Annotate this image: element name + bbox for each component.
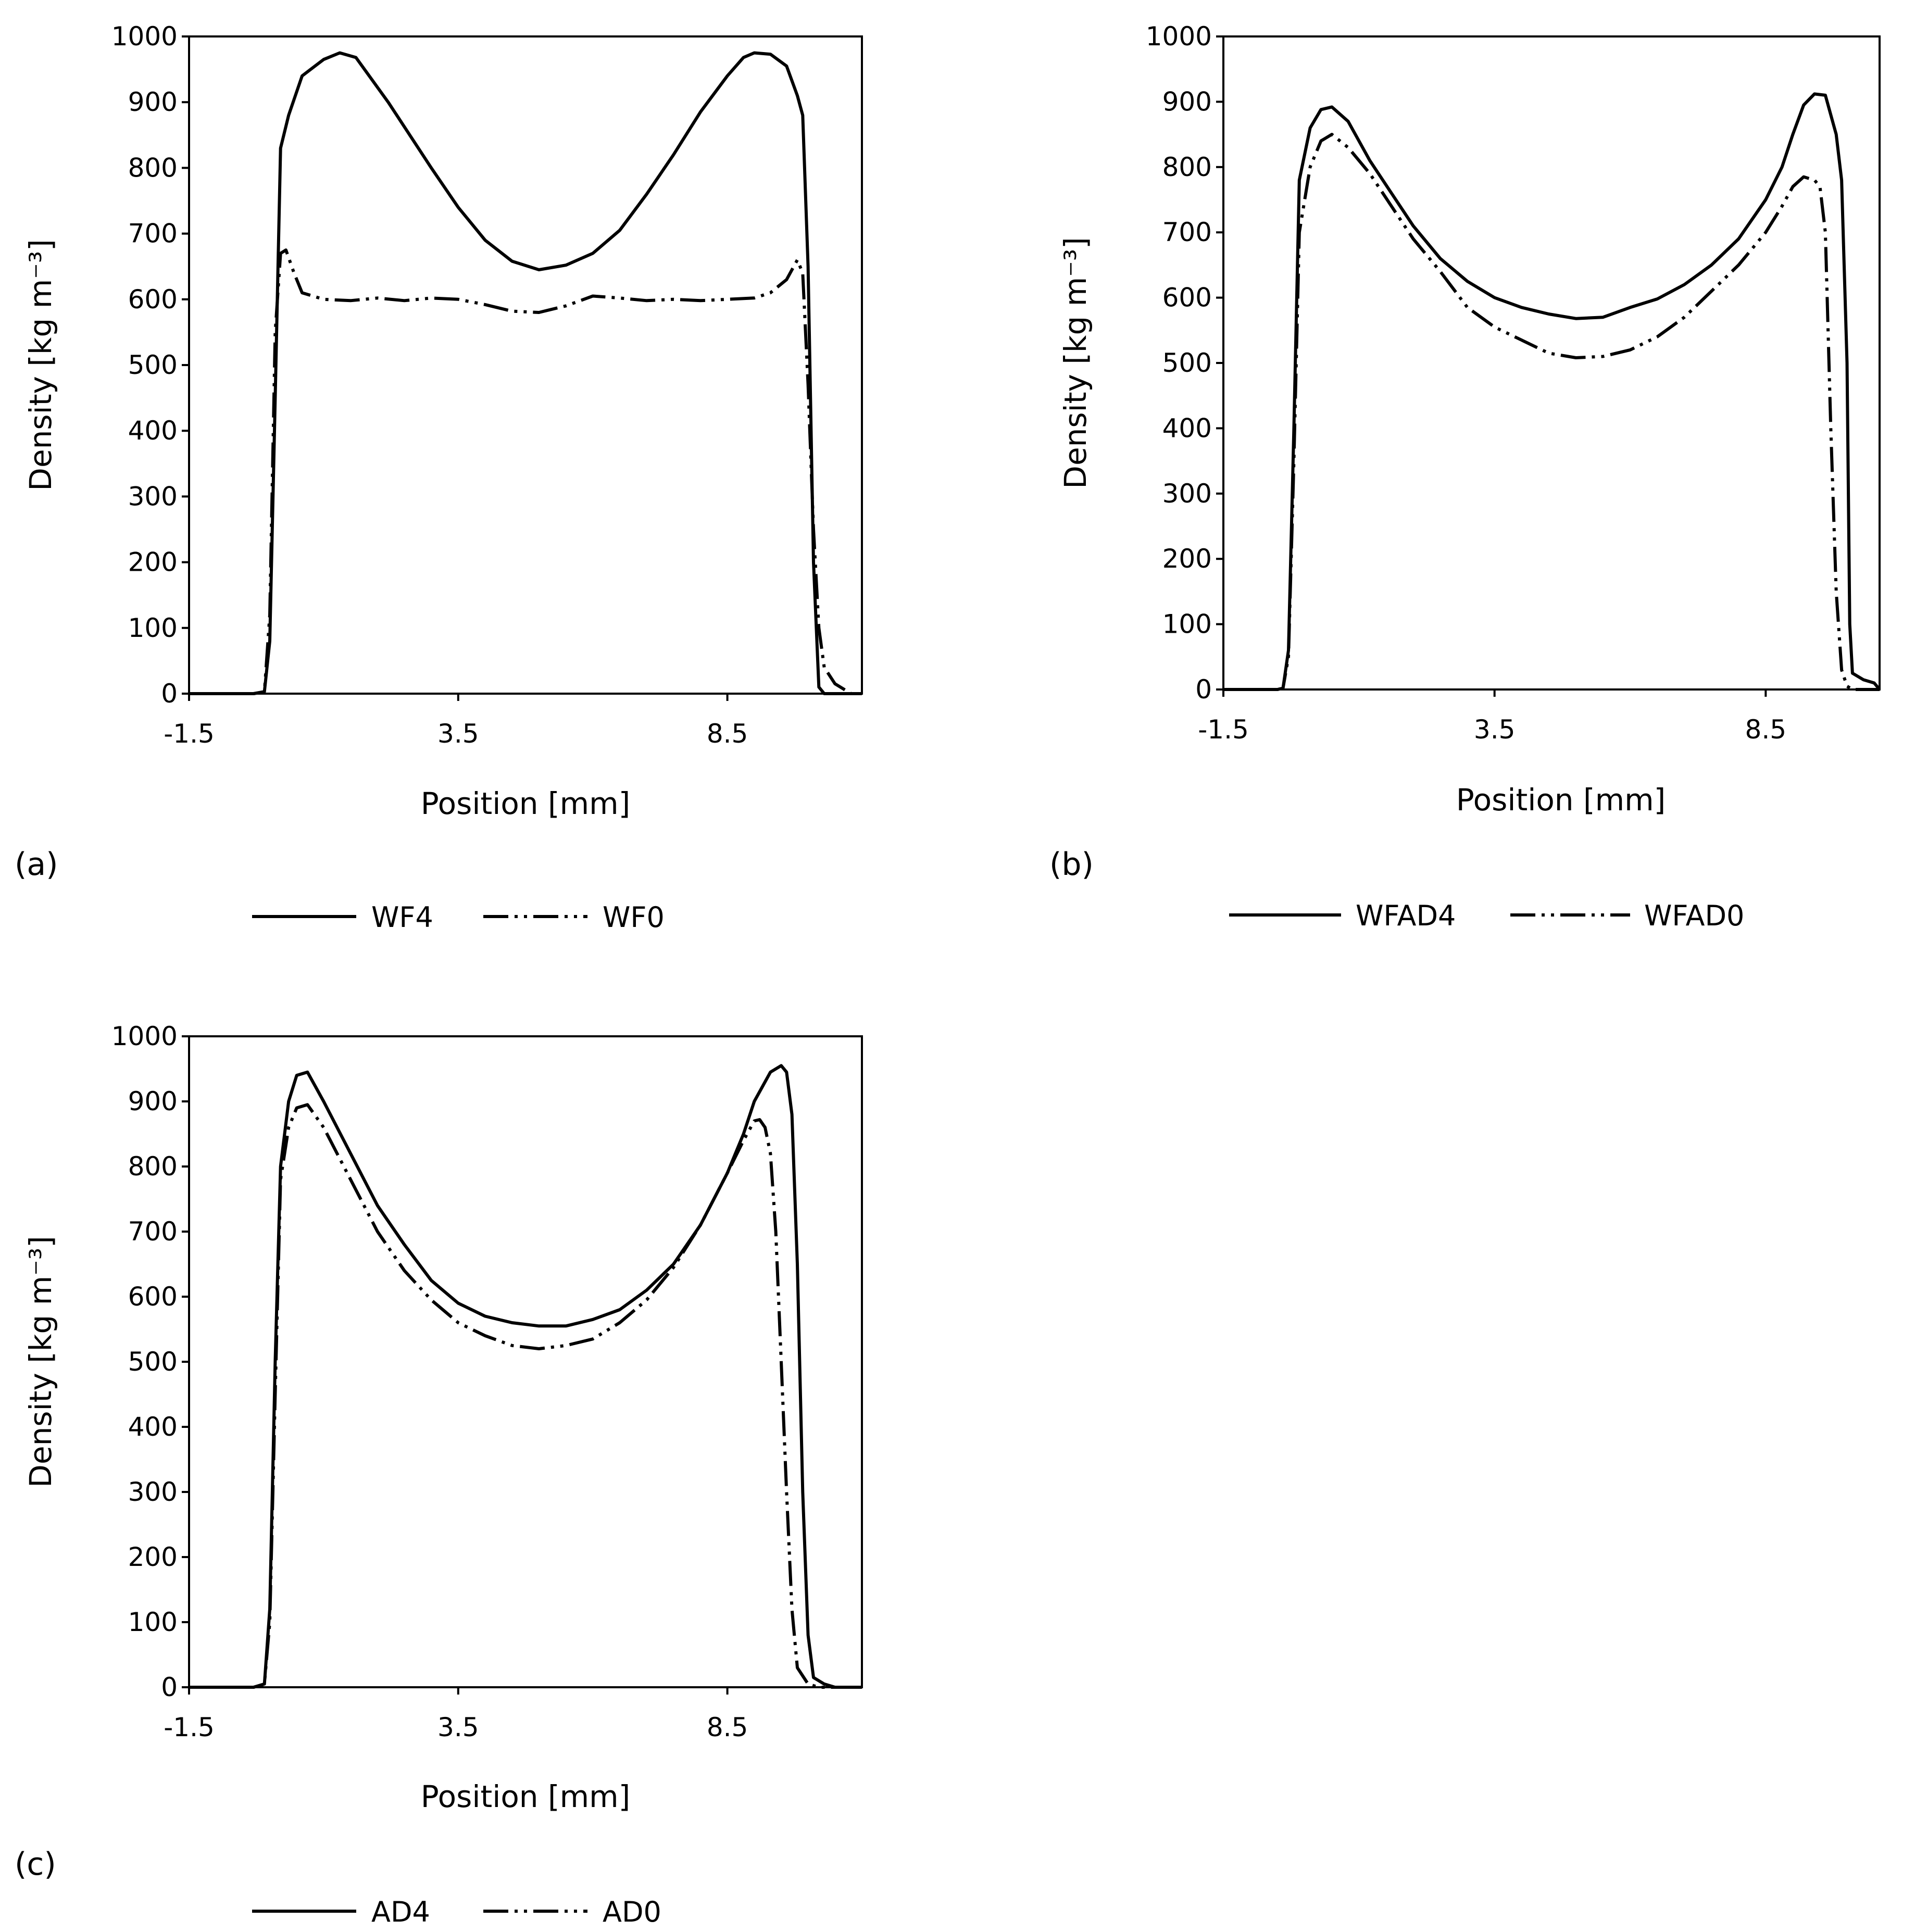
chart-panel-b: 0 100 200 300 400 500 600 700 800 900 1000 -1.5 3.5… (1049, 21, 1881, 932)
x-tick-labels: -1.5 3.5 8.5 (164, 719, 748, 749)
y-tick-label: 200 (128, 1542, 178, 1572)
y-axis-title: Density [kg m⁻³] (23, 1236, 58, 1487)
y-tick-label: 800 (128, 1151, 178, 1182)
legend: WFAD4 WFAD0 (1229, 899, 1744, 932)
y-tick-label: 1000 (1146, 21, 1212, 52)
tick-marks (182, 1035, 729, 1695)
series-line-ad4 (189, 1064, 862, 1689)
y-tick-label: 600 (128, 284, 178, 315)
series-lines (189, 51, 862, 695)
y-axis-title: Density [kg m⁻³] (1058, 237, 1093, 488)
y-tick-label: 600 (128, 1282, 178, 1312)
panel-label: (c) (15, 1846, 56, 1883)
tick-marks (1216, 35, 1767, 697)
legend-label-wfad0: WFAD0 (1644, 899, 1744, 932)
y-tick-label: 500 (128, 1347, 178, 1377)
y-tick-label: 200 (1162, 544, 1212, 574)
y-tick-label: 900 (1162, 86, 1212, 117)
plot-area-frame (188, 35, 863, 695)
x-axis-title: Position [mm] (421, 786, 631, 821)
plot-area-frame (188, 1035, 863, 1688)
x-tick-labels: -1.5 3.5 8.5 (164, 1712, 748, 1742)
y-tick-label: 500 (1162, 348, 1212, 378)
x-tick-label: 8.5 (707, 1712, 748, 1742)
series-lines (189, 1064, 862, 1689)
y-tick-labels: 0 100 200 300 400 500 600 700 800 900 1000 (1146, 21, 1212, 705)
legend-label-ad0: AD0 (603, 1896, 661, 1928)
y-tick-label: 900 (128, 87, 178, 117)
y-tick-label: 500 (128, 350, 178, 380)
panel-label: (a) (15, 846, 58, 883)
x-axis-title: Position [mm] (1456, 782, 1666, 818)
chart-panel-a: 0 100 200 300 400 500 600 700 800 900 1000 -1.5 3.5… (15, 21, 863, 934)
y-tick-label: 400 (128, 1412, 178, 1442)
y-tick-label: 800 (1162, 152, 1212, 182)
x-tick-label: -1.5 (164, 1712, 215, 1742)
tick-marks (182, 35, 729, 701)
series-line-wf4 (189, 51, 862, 695)
y-tick-label: 400 (128, 416, 178, 446)
legend: WF4 WF0 (252, 901, 665, 934)
y-axis-title: Density [kg m⁻³] (23, 239, 58, 491)
legend-label-ad4: AD4 (371, 1896, 430, 1928)
x-tick-label: 3.5 (1474, 714, 1516, 745)
y-tick-label: 100 (128, 1607, 178, 1637)
y-tick-label: 900 (128, 1086, 178, 1116)
x-tick-label: -1.5 (1198, 714, 1249, 745)
series-line-wfad0 (1223, 133, 1880, 691)
y-tick-label: 0 (161, 679, 178, 709)
y-tick-label: 300 (128, 1477, 178, 1507)
y-tick-label: 700 (1162, 217, 1212, 247)
y-tick-label: 300 (1162, 479, 1212, 509)
legend-label-wf0: WF0 (603, 901, 665, 934)
y-tick-label: 800 (128, 153, 178, 183)
y-tick-labels: 0 100 200 300 400 500 600 700 800 900 1000 (111, 1021, 178, 1702)
legend: AD4 AD0 (252, 1896, 661, 1928)
y-tick-label: 1000 (111, 1021, 178, 1051)
series-line-ad0 (189, 1103, 862, 1689)
y-tick-label: 100 (128, 613, 178, 643)
y-tick-label: 600 (1162, 283, 1212, 313)
y-tick-label: 300 (128, 481, 178, 511)
x-tick-label: 8.5 (707, 719, 748, 749)
x-tick-label: 3.5 (437, 1712, 479, 1742)
series-lines (1223, 92, 1881, 691)
legend-label-wf4: WF4 (371, 901, 433, 934)
x-tick-label: 3.5 (437, 719, 479, 749)
y-tick-label: 700 (128, 219, 178, 249)
y-tick-label: 0 (1195, 674, 1212, 705)
y-tick-label: 100 (1162, 609, 1212, 639)
y-tick-label: 700 (128, 1216, 178, 1247)
series-line-wf0 (189, 248, 862, 695)
plot-area-frame (1222, 35, 1881, 691)
x-tick-label: -1.5 (164, 719, 215, 749)
x-tick-label: 8.5 (1745, 714, 1787, 745)
chart-panel-c: 0 100 200 300 400 500 600 700 800 900 1000 -1.5 3.5… (15, 1021, 863, 1928)
series-line-wfad4 (1223, 92, 1881, 691)
panel-label: (b) (1049, 846, 1094, 883)
y-tick-label: 1000 (111, 21, 178, 52)
y-tick-label: 0 (161, 1672, 178, 1702)
y-tick-label: 200 (128, 547, 178, 578)
y-tick-labels: 0 100 200 300 400 500 600 700 800 900 1000 (111, 21, 178, 709)
legend-label-wfad4: WFAD4 (1356, 899, 1456, 932)
x-tick-labels: -1.5 3.5 8.5 (1198, 714, 1786, 745)
x-axis-title: Position [mm] (421, 1779, 631, 1814)
y-tick-label: 400 (1162, 413, 1212, 443)
